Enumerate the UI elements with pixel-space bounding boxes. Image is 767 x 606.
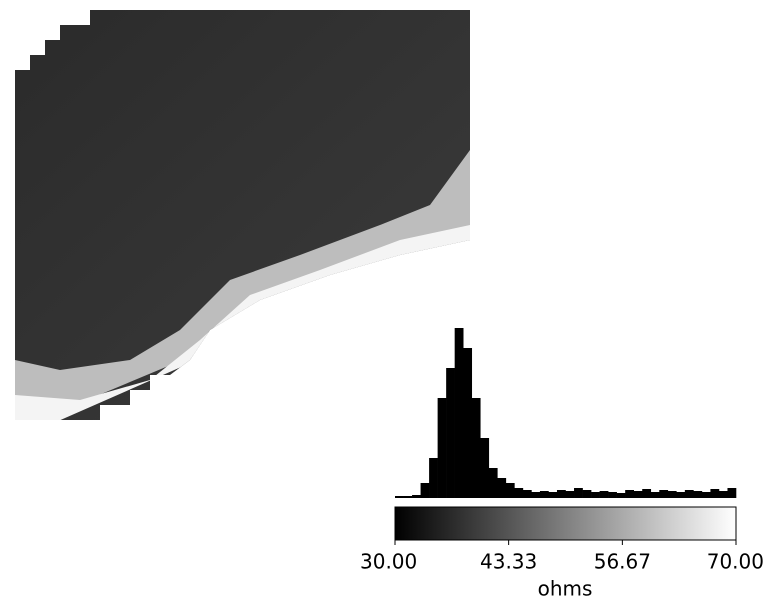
histogram-bar — [412, 495, 421, 498]
histogram-bar — [650, 492, 660, 498]
histogram-bar — [395, 496, 404, 498]
histogram-bar — [701, 492, 711, 498]
histogram-bar — [539, 491, 549, 498]
histogram-bar — [488, 468, 498, 498]
histogram-bar — [565, 491, 575, 498]
histogram-bar — [497, 478, 507, 498]
histogram-bar — [633, 491, 643, 498]
histogram-bar — [403, 496, 413, 498]
x-tick-label: 70.00 — [707, 550, 764, 574]
histogram-bar — [718, 491, 728, 498]
histogram-bar — [531, 492, 541, 498]
histogram-bar — [514, 488, 524, 498]
histogram-bar — [420, 483, 430, 498]
histogram-bar — [548, 492, 558, 498]
histogram-bar — [574, 488, 583, 498]
histogram-bar — [727, 488, 737, 498]
histogram-bar — [556, 490, 566, 498]
histogram-bar — [625, 490, 634, 498]
resistivity-map — [15, 10, 470, 420]
x-tick-label: 56.67 — [594, 550, 651, 574]
histogram-bar — [710, 489, 720, 498]
histogram-bar — [480, 438, 490, 498]
histogram-bar — [522, 490, 532, 498]
histogram-bar — [437, 398, 447, 498]
x-axis-label: ohms — [538, 577, 593, 601]
histogram-bar — [693, 491, 703, 498]
x-tick-label: 43.33 — [480, 550, 537, 574]
histogram-bar — [446, 368, 455, 498]
histogram-bar — [642, 489, 652, 498]
histogram-bar — [659, 490, 669, 498]
histogram-bar — [684, 490, 694, 498]
histogram-bar — [599, 491, 609, 498]
histogram-bar — [505, 483, 515, 498]
x-tick-label: 30.00 — [360, 550, 417, 574]
histogram-bar — [608, 492, 617, 498]
histogram-bar — [429, 458, 438, 498]
histogram-bar — [582, 490, 592, 498]
histogram-bar — [676, 492, 686, 498]
colorbar — [394, 506, 737, 541]
histogram-bar — [471, 398, 481, 498]
histogram-bar — [591, 492, 600, 498]
histogram-bar — [667, 491, 677, 498]
histogram-bar — [454, 328, 464, 498]
histogram-bar — [616, 493, 626, 498]
map-transition — [15, 150, 470, 420]
histogram-bar — [463, 348, 473, 498]
